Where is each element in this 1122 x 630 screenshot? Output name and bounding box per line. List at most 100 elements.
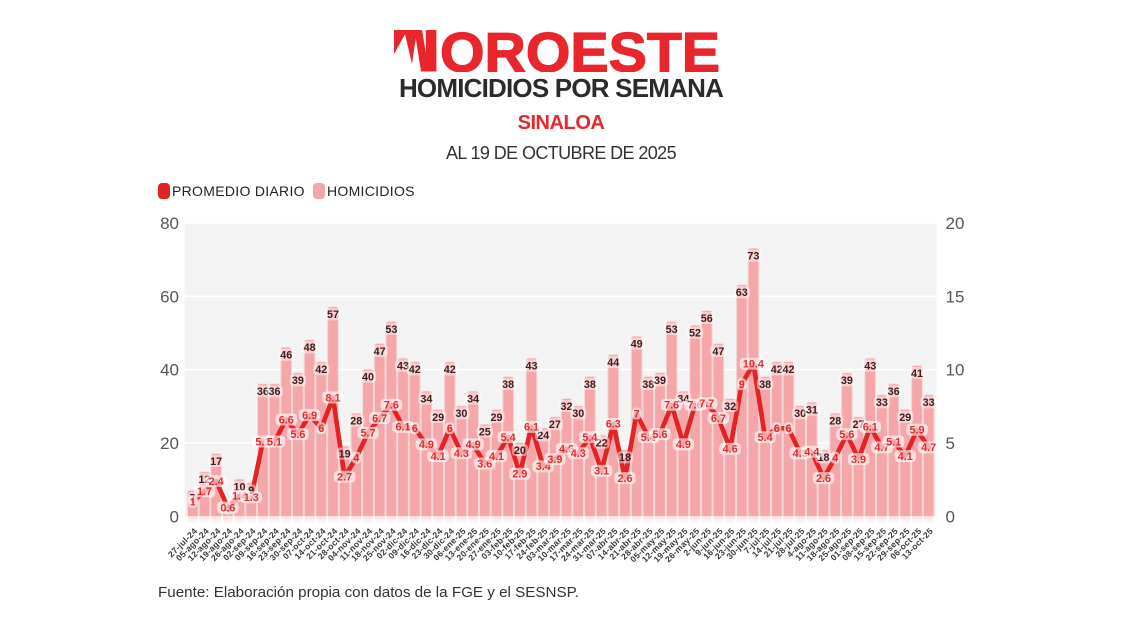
svg-text:5.6: 5.6 (652, 429, 667, 441)
svg-text:44: 44 (607, 357, 619, 369)
svg-text:4.9: 4.9 (419, 439, 434, 451)
svg-text:2.6: 2.6 (617, 473, 632, 485)
svg-text:4.9: 4.9 (676, 439, 691, 451)
svg-text:5.7: 5.7 (360, 427, 375, 439)
svg-text:56: 56 (701, 313, 713, 325)
svg-text:39: 39 (292, 375, 304, 387)
svg-text:29: 29 (432, 412, 444, 424)
svg-text:6: 6 (412, 423, 418, 435)
svg-text:29: 29 (490, 412, 502, 424)
svg-text:53: 53 (666, 324, 678, 336)
svg-text:38: 38 (759, 379, 771, 391)
svg-text:0: 0 (170, 507, 179, 526)
svg-text:1: 1 (190, 496, 196, 508)
svg-text:47: 47 (374, 346, 386, 358)
svg-text:18: 18 (619, 452, 631, 464)
svg-text:3.9: 3.9 (851, 454, 866, 466)
svg-text:30: 30 (455, 408, 467, 420)
svg-text:3.1: 3.1 (594, 466, 609, 478)
svg-text:4.6: 4.6 (723, 444, 738, 456)
svg-text:2.7: 2.7 (337, 472, 352, 484)
svg-text:48: 48 (304, 342, 316, 354)
svg-text:4.4: 4.4 (804, 447, 819, 459)
svg-text:30: 30 (794, 408, 806, 420)
svg-text:5.4: 5.4 (758, 432, 773, 444)
svg-text:57: 57 (327, 309, 339, 321)
svg-text:20: 20 (946, 214, 965, 233)
svg-text:31: 31 (806, 404, 818, 416)
svg-text:43: 43 (526, 360, 538, 372)
svg-text:80: 80 (160, 214, 179, 233)
svg-text:7: 7 (634, 408, 640, 420)
svg-text:4.1: 4.1 (898, 451, 913, 463)
svg-text:15: 15 (946, 287, 965, 306)
svg-text:38: 38 (584, 379, 596, 391)
svg-text:7.7: 7.7 (699, 398, 714, 410)
svg-text:5.6: 5.6 (290, 429, 305, 441)
svg-text:5.4: 5.4 (582, 432, 597, 444)
svg-text:4: 4 (353, 452, 359, 464)
svg-text:47: 47 (712, 346, 724, 358)
svg-text:1.7: 1.7 (197, 486, 212, 498)
svg-text:34: 34 (420, 393, 432, 405)
svg-text:42: 42 (444, 364, 456, 376)
svg-text:5.1: 5.1 (886, 436, 901, 448)
svg-text:5.1: 5.1 (267, 436, 282, 448)
svg-text:36: 36 (888, 386, 900, 398)
svg-text:24: 24 (537, 430, 549, 442)
svg-text:2.9: 2.9 (512, 469, 527, 481)
svg-text:OROESTE: OROESTE (440, 26, 720, 72)
svg-text:42: 42 (782, 364, 794, 376)
svg-text:6.1: 6.1 (863, 422, 878, 434)
svg-text:3.9: 3.9 (547, 454, 562, 466)
svg-text:6: 6 (774, 423, 780, 435)
svg-text:73: 73 (747, 250, 759, 262)
svg-text:27: 27 (549, 419, 561, 431)
svg-text:41: 41 (911, 368, 923, 380)
svg-text:4.3: 4.3 (571, 448, 586, 460)
svg-text:6.3: 6.3 (606, 419, 621, 431)
svg-text:38: 38 (502, 379, 514, 391)
svg-text:10.4: 10.4 (743, 359, 764, 371)
svg-text:8.1: 8.1 (325, 392, 340, 404)
svg-text:42: 42 (771, 364, 783, 376)
svg-text:0: 0 (946, 507, 955, 526)
svg-text:1.3: 1.3 (244, 492, 259, 504)
svg-text:19: 19 (339, 448, 351, 460)
svg-text:2.4: 2.4 (209, 476, 224, 488)
svg-text:20: 20 (160, 434, 179, 453)
svg-text:6.1: 6.1 (396, 422, 411, 434)
svg-text:36: 36 (269, 386, 281, 398)
svg-text:40: 40 (362, 371, 374, 383)
svg-text:52: 52 (689, 327, 701, 339)
svg-text:7.6: 7.6 (384, 400, 399, 412)
svg-text:46: 46 (280, 349, 292, 361)
svg-text:28: 28 (350, 415, 362, 427)
svg-text:4.3: 4.3 (454, 448, 469, 460)
svg-text:17: 17 (210, 456, 222, 468)
svg-text:5.4: 5.4 (501, 432, 516, 444)
svg-text:6.7: 6.7 (711, 413, 726, 425)
svg-text:43: 43 (397, 360, 409, 372)
svg-text:36: 36 (257, 386, 269, 398)
svg-text:5: 5 (946, 434, 955, 453)
svg-text:29: 29 (899, 412, 911, 424)
svg-text:6.1: 6.1 (524, 422, 539, 434)
svg-text:4: 4 (832, 452, 838, 464)
svg-text:20: 20 (514, 445, 526, 457)
svg-text:10: 10 (946, 361, 965, 380)
svg-text:7.6: 7.6 (664, 400, 679, 412)
svg-text:49: 49 (631, 338, 643, 350)
svg-text:28: 28 (829, 415, 841, 427)
svg-text:4.7: 4.7 (921, 442, 936, 454)
svg-text:4.1: 4.1 (489, 451, 504, 463)
svg-text:33: 33 (876, 397, 888, 409)
svg-text:9: 9 (739, 379, 745, 391)
svg-text:2.6: 2.6 (816, 473, 831, 485)
svg-text:9: 9 (248, 485, 254, 497)
svg-text:0.6: 0.6 (220, 502, 235, 514)
svg-text:40: 40 (160, 361, 179, 380)
svg-text:39: 39 (654, 375, 666, 387)
svg-text:6: 6 (318, 423, 324, 435)
svg-text:5.9: 5.9 (909, 425, 924, 437)
